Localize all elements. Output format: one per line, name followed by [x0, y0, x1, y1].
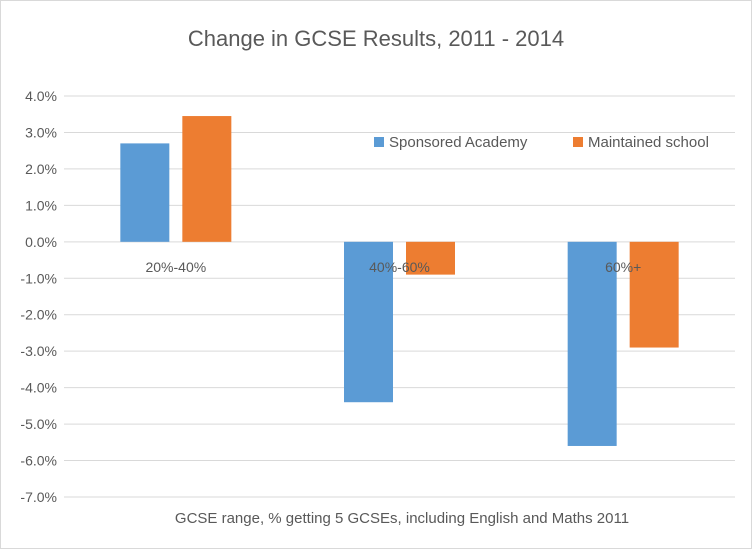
- y-tick-label: -6.0%: [20, 453, 57, 469]
- y-tick-label: -5.0%: [20, 416, 57, 432]
- y-tick-label: 3.0%: [25, 124, 57, 140]
- y-tick-label: 4.0%: [25, 88, 57, 104]
- bar-sponsored-academy: [120, 143, 170, 242]
- category-label: 40%-60%: [369, 259, 430, 275]
- bar-maintained-school: [406, 241, 455, 275]
- legend-label: Maintained school: [588, 134, 709, 151]
- bar-maintained-school: [182, 116, 232, 242]
- legend-swatch: [374, 137, 384, 147]
- y-tick-label: 1.0%: [25, 197, 57, 213]
- legend-swatch: [573, 137, 583, 147]
- category-label: 60%+: [605, 259, 641, 275]
- y-tick-label: -7.0%: [20, 489, 57, 505]
- y-tick-label: 0.0%: [25, 234, 57, 250]
- y-tick-label: -1.0%: [20, 270, 57, 286]
- y-tick-label: 2.0%: [25, 161, 57, 177]
- legend-label: Sponsored Academy: [389, 134, 528, 151]
- category-label: 20%-40%: [145, 259, 206, 275]
- y-tick-label: -4.0%: [20, 380, 57, 396]
- chart-title: Change in GCSE Results, 2011 - 2014: [188, 26, 564, 51]
- bar-sponsored-academy: [567, 241, 617, 446]
- bar-sponsored-academy: [344, 241, 393, 403]
- x-axis-label: GCSE range, % getting 5 GCSEs, including…: [175, 510, 629, 527]
- y-tick-label: -2.0%: [20, 307, 57, 323]
- y-tick-label: -3.0%: [20, 343, 57, 359]
- bar-maintained-school: [629, 241, 679, 348]
